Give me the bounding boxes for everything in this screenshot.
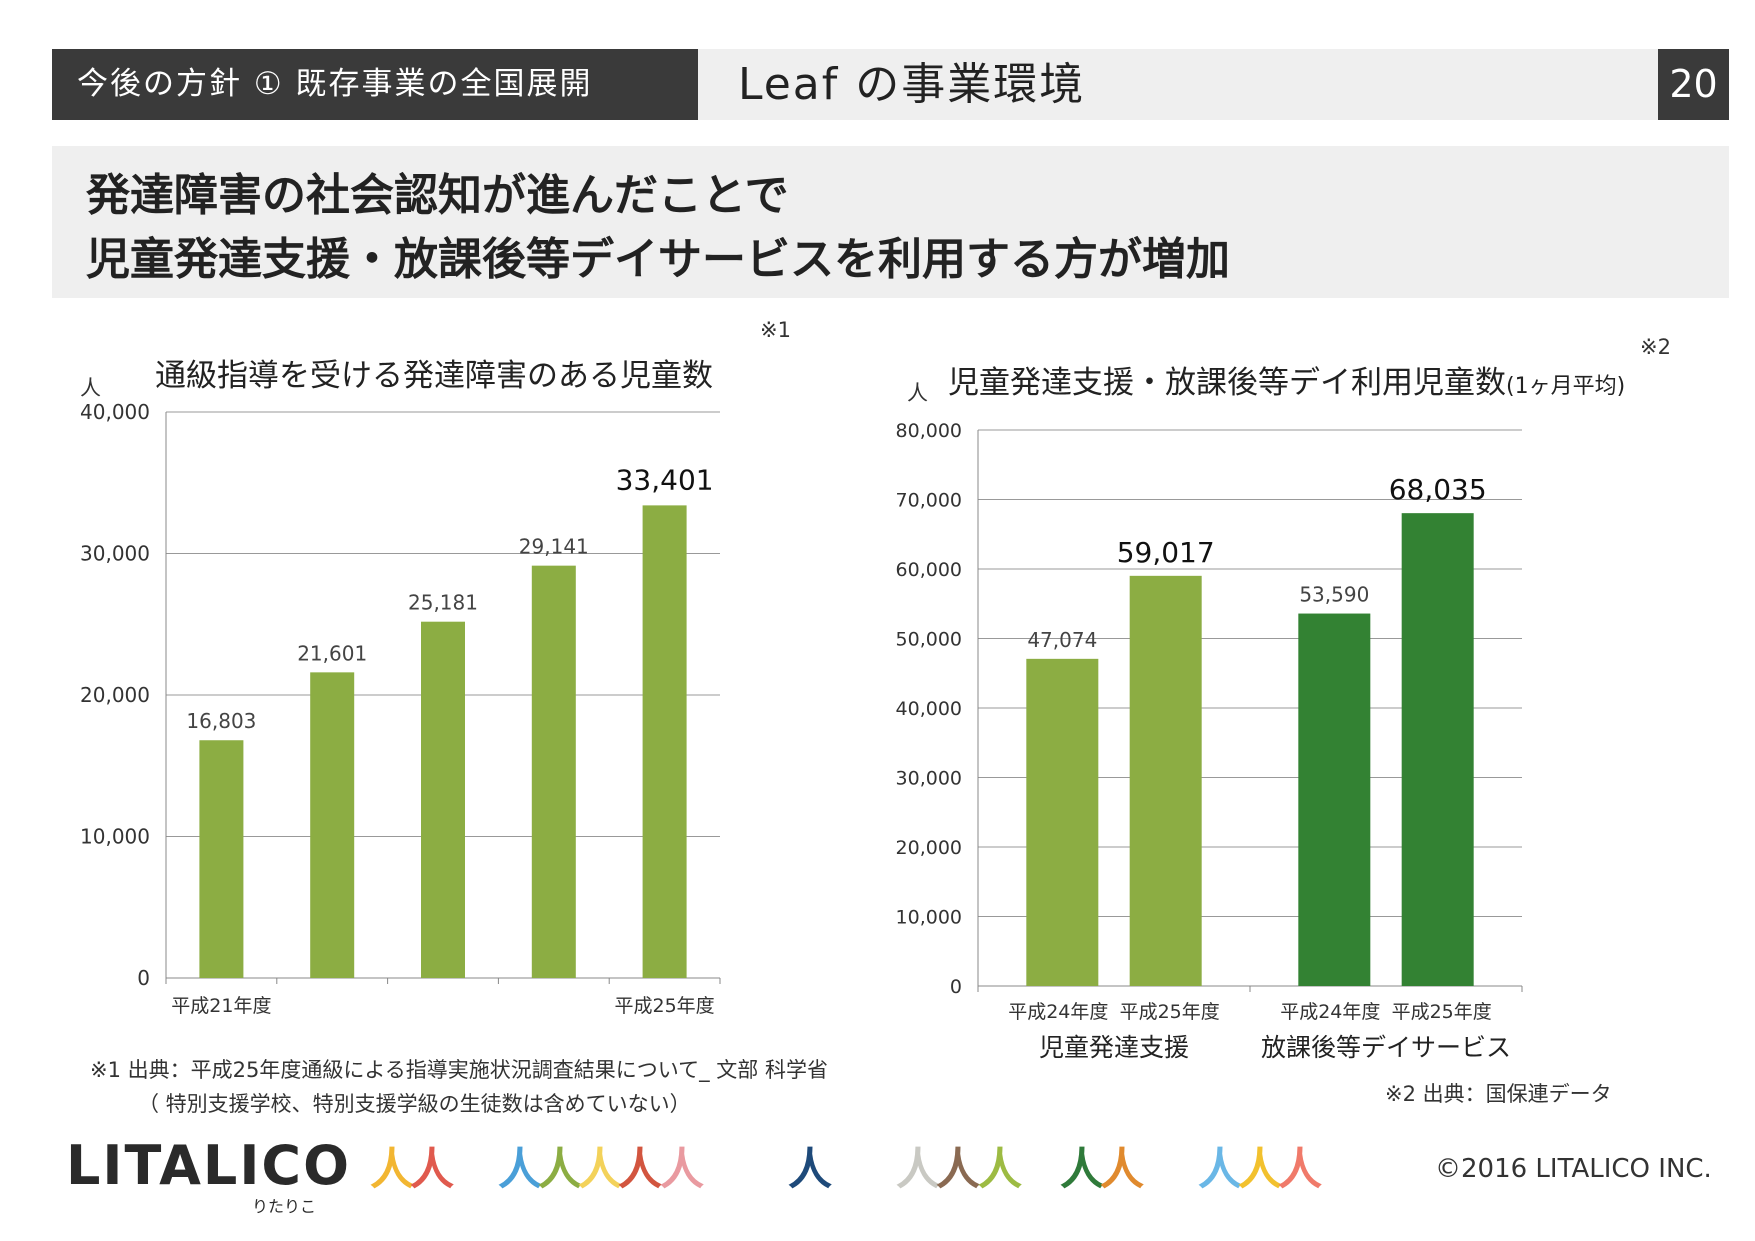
chart2-ylabel: 人: [907, 381, 928, 405]
chart2-svg: 0 10,000 20,000 30,000 40,000 50,000 60,000 70,…: [896, 420, 1523, 1062]
chart2-x-label: 平成24年度: [1008, 1001, 1108, 1023]
chart2-x-label: 平成25年度: [1392, 1001, 1492, 1023]
chart1-bar: [531, 565, 576, 978]
page-number: 20: [1658, 49, 1729, 120]
person-figure-icon: 人: [1278, 1144, 1322, 1195]
litalico-logo: LITALICO: [66, 1134, 351, 1197]
person-figure-icon: 人: [936, 1144, 980, 1195]
person-figure-icon: 人: [538, 1144, 582, 1195]
copyright: ©2016 LITALICO INC.: [1435, 1154, 1712, 1184]
source-note-1: ※1 出典：平成25年度通級による指導実施状況調査結果について_ 文部 科学省: [90, 1058, 828, 1082]
chart1-bar: [310, 672, 355, 978]
chart2-value-label: 53,590: [1299, 583, 1369, 607]
chart2-ytick-label: 10,000: [896, 907, 962, 929]
chart2-group-label: 放課後等デイサービス: [1261, 1033, 1511, 1062]
headline-line-2: 児童発達支援・放課後等デイサービスを利用する方が増加: [86, 234, 1230, 285]
chart2-title-suffix: (1ヶ月平均): [1506, 374, 1626, 399]
chart2-ytick-label: 50,000: [896, 629, 962, 651]
person-figure-icon: 人: [660, 1144, 704, 1195]
people-figures-decoration: 人人人人人人人人人人人人人人人人: [370, 1148, 1330, 1196]
person-figure-icon: 人: [788, 1144, 832, 1195]
headline-box: 発達障害の社会認知が進んだことで 児童発達支援・放課後等デイサービスを利用する方…: [52, 146, 1729, 298]
source-note-1b: （ 特別支援学校、特別支援学級の生徒数は含めていない）: [138, 1092, 691, 1116]
chart2-value-label: 59,017: [1117, 536, 1215, 569]
chart2-note-mark: ※2: [1640, 335, 1671, 359]
section-label: 今後の方針 ① 既存事業の全国展開: [52, 49, 698, 120]
chart1-ytick-label: 20,000: [80, 683, 150, 707]
chart2-group-label: 児童発達支援: [1039, 1033, 1189, 1062]
person-figure-icon: 人: [370, 1144, 414, 1195]
chart1-ytick-label: 10,000: [80, 825, 150, 849]
chart2-value-label: 47,074: [1027, 628, 1097, 652]
chart1-ytick-label: 30,000: [80, 542, 150, 566]
chart2-bar: [1026, 658, 1099, 986]
chart1-value-label: 16,803: [186, 709, 256, 733]
page-title: Leaf の事業環境: [698, 49, 1658, 120]
chart1-title: 通級指導を受ける発達障害のある児童数: [155, 358, 713, 394]
chart1-x-label: 平成25年度: [615, 995, 715, 1017]
chart1-ylabel: 人: [80, 376, 101, 400]
chart1-value-label: 25,181: [408, 591, 478, 615]
person-figure-icon: 人: [896, 1144, 940, 1195]
chart2-bar: [1129, 575, 1202, 986]
chart2-value-label: 68,035: [1389, 473, 1487, 506]
person-figure-icon: 人: [618, 1144, 662, 1195]
chart2-title: 児童発達支援・放課後等デイ利用児童数(1ヶ月平均): [948, 357, 1625, 402]
chart1-ytick-label: 40,000: [80, 400, 150, 424]
chart2-x-label: 平成25年度: [1120, 1001, 1220, 1023]
person-figure-icon: 人: [1060, 1144, 1104, 1195]
chart2-ytick-label: 80,000: [896, 420, 962, 442]
chart1-bar: [421, 621, 465, 978]
chart1-ytick-label: 0: [137, 966, 150, 990]
headline-line-1: 発達障害の社会認知が進んだことで: [86, 170, 789, 221]
chart1-bar: [642, 505, 687, 978]
person-figure-icon: 人: [1100, 1144, 1144, 1195]
litalico-logo-sub: りたりこ: [252, 1197, 317, 1216]
chart1-value-label: 29,141: [519, 535, 589, 559]
chart2-ytick-label: 40,000: [896, 698, 962, 720]
person-figure-icon: 人: [410, 1144, 454, 1195]
chart2-ytick-label: 60,000: [896, 559, 962, 581]
chart2-ytick-label: 0: [950, 976, 962, 998]
source-note-2: ※2 出典：国保連データ: [1385, 1082, 1612, 1106]
person-figure-icon: 人: [578, 1144, 622, 1195]
chart1-value-label: 21,601: [297, 641, 367, 665]
chart2-ytick-label: 70,000: [896, 490, 962, 512]
chart2-x-label: 平成24年度: [1280, 1001, 1380, 1023]
chart1-bar: [199, 740, 244, 978]
chart1-x-label: 平成21年度: [171, 995, 271, 1017]
person-figure-icon: 人: [1238, 1144, 1282, 1195]
chart2-ytick-label: 30,000: [896, 768, 962, 790]
person-figure-icon: 人: [1198, 1144, 1242, 1195]
person-figure-icon: 人: [498, 1144, 542, 1195]
chart2-bar: [1298, 613, 1371, 986]
chart2-ytick-label: 20,000: [896, 837, 962, 859]
chart2-title-main: 児童発達支援・放課後等デイ利用児童数: [948, 365, 1506, 401]
chart2-bar: [1401, 513, 1474, 986]
chart1-value-label: 33,401: [616, 463, 714, 496]
chart1-note-mark: ※1: [760, 318, 791, 342]
person-figure-icon: 人: [978, 1144, 1022, 1195]
chart1-svg: 0 10,000 20,000 30,000 40,000 16,803 平成21年度 21,…: [80, 400, 721, 1017]
